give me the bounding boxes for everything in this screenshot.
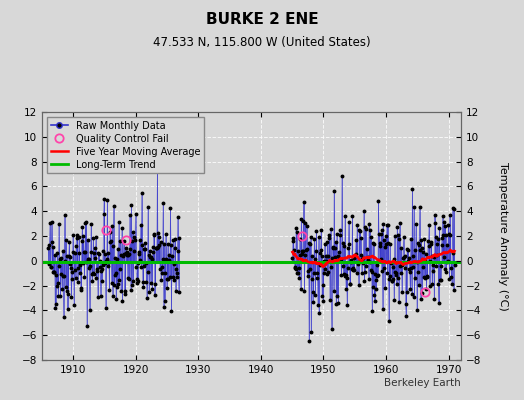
Y-axis label: Temperature Anomaly (°C): Temperature Anomaly (°C) — [498, 162, 508, 310]
Legend: Raw Monthly Data, Quality Control Fail, Five Year Moving Average, Long-Term Tren: Raw Monthly Data, Quality Control Fail, … — [47, 117, 204, 173]
Text: Berkeley Earth: Berkeley Earth — [385, 378, 461, 388]
Text: BURKE 2 ENE: BURKE 2 ENE — [206, 12, 318, 27]
Text: 47.533 N, 115.800 W (United States): 47.533 N, 115.800 W (United States) — [153, 36, 371, 49]
